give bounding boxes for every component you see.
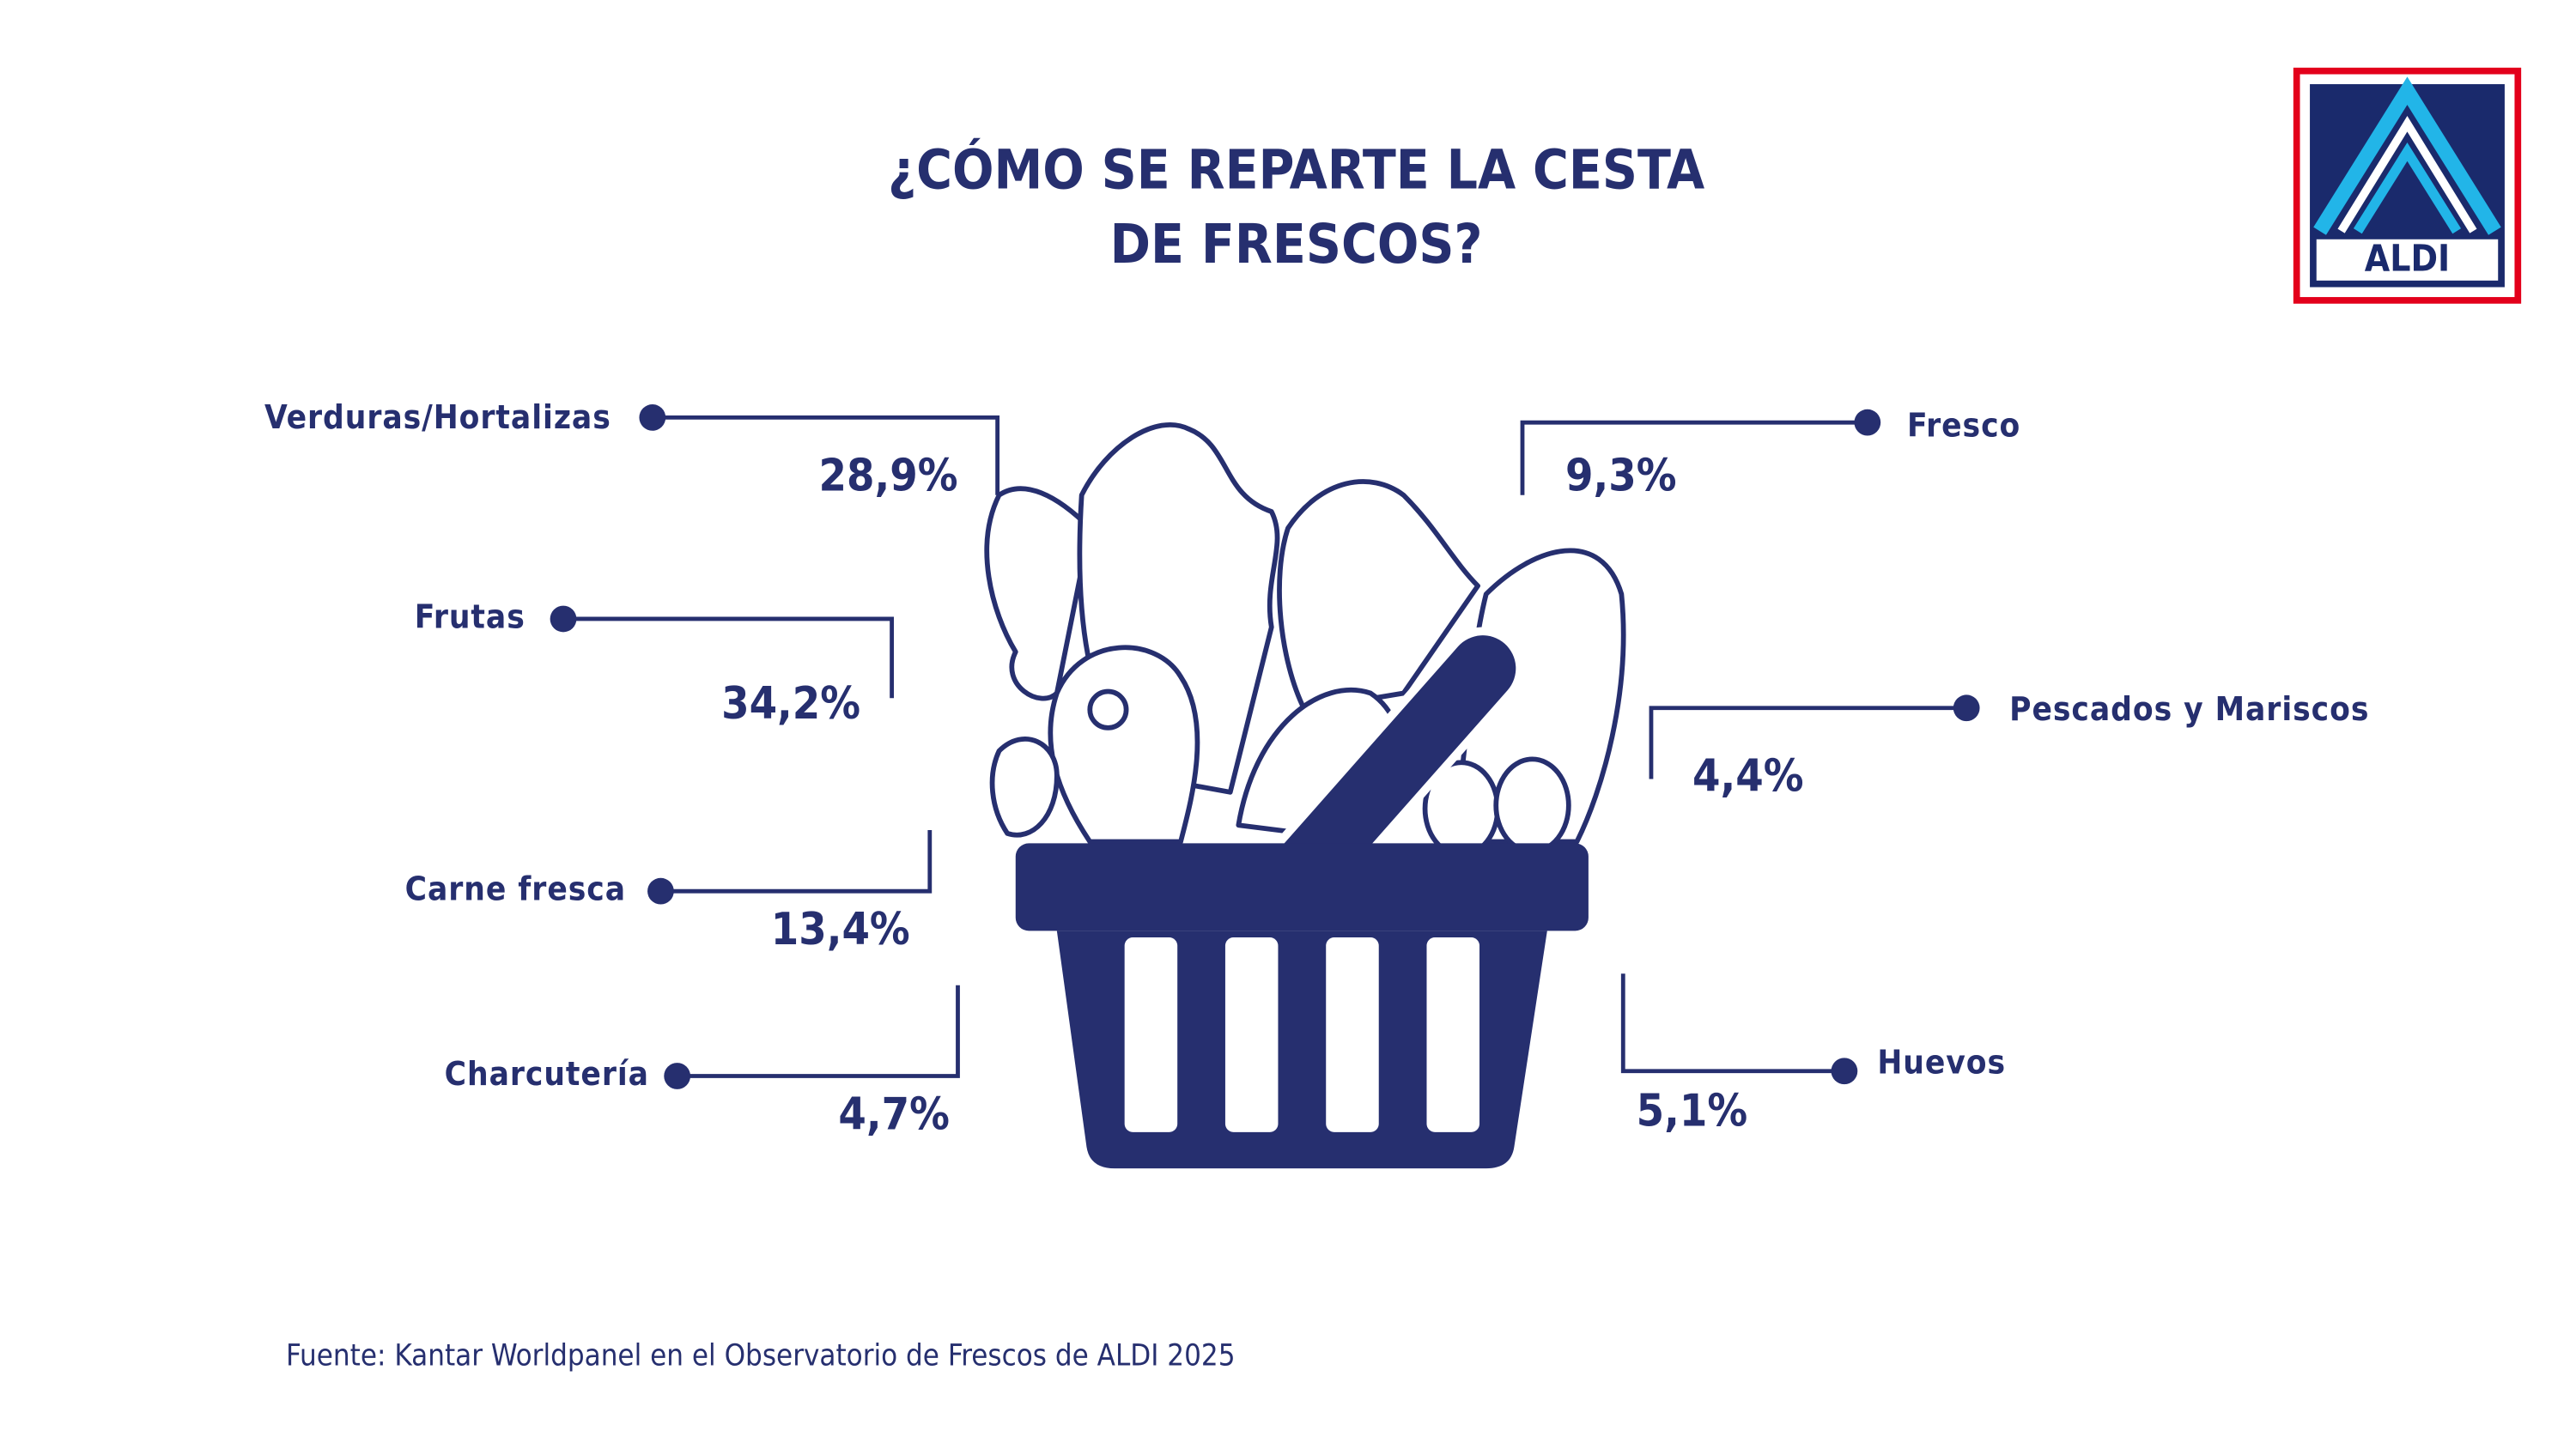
category-value: 34,2% xyxy=(721,678,860,730)
category-value: 13,4% xyxy=(771,904,910,955)
category-label: Verduras/Hortalizas xyxy=(264,398,611,437)
leader-line xyxy=(1620,973,1844,1074)
category-label: Fresco xyxy=(1907,406,2020,445)
category-value: 28,9% xyxy=(819,451,958,502)
title-line: DE FRESCOS? xyxy=(1110,212,1483,276)
leader-dot xyxy=(1831,1058,1858,1085)
leader-line xyxy=(677,985,960,1078)
category-value: 9,3% xyxy=(1565,451,1676,502)
leader-dot xyxy=(1854,409,1881,436)
leader-dot xyxy=(664,1063,691,1089)
leader-line xyxy=(1520,420,1868,495)
basket-illustration xyxy=(984,422,1626,1169)
category-label: Pescados y Mariscos xyxy=(2009,690,2369,729)
leader-line xyxy=(1649,706,1967,779)
category-label: Charcutería xyxy=(445,1055,649,1094)
leader-line xyxy=(660,830,933,894)
title-line: ¿CÓMO SE REPARTE LA CESTA xyxy=(888,136,1704,201)
category-label: Frutas xyxy=(415,597,526,636)
logo: ALDI xyxy=(2293,67,2522,304)
leader-line xyxy=(563,616,894,699)
source: Fuente: Kantar Worldpanel en el Observat… xyxy=(286,1338,1236,1373)
leader-dot xyxy=(647,877,674,905)
leader-line xyxy=(652,415,1000,495)
leader-dot xyxy=(639,404,666,431)
category-label: Huevos xyxy=(1877,1044,2006,1082)
category-label: Carne fresca xyxy=(405,870,626,909)
leader-dot xyxy=(550,605,577,633)
logo-text: ALDI xyxy=(2365,237,2450,279)
category-value: 4,7% xyxy=(838,1089,949,1141)
category-value: 4,4% xyxy=(1692,750,1803,802)
category-value: 5,1% xyxy=(1637,1086,1747,1137)
leader-dot xyxy=(1953,694,1980,722)
